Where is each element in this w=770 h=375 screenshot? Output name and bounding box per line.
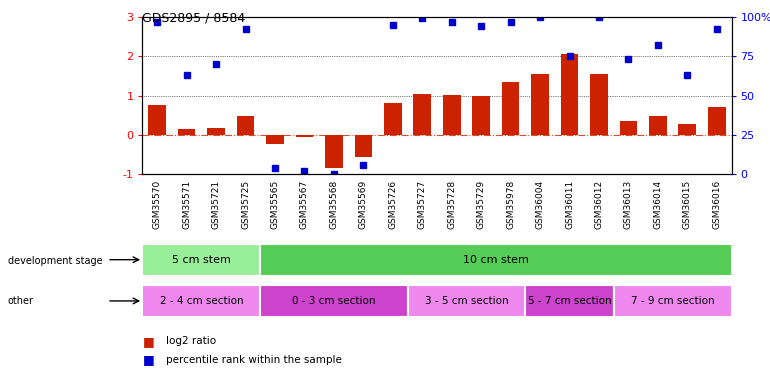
Text: 3 - 5 cm section: 3 - 5 cm section [424, 296, 508, 306]
Text: GSM35727: GSM35727 [418, 180, 427, 229]
Text: GSM35726: GSM35726 [388, 180, 397, 229]
Text: GSM35721: GSM35721 [212, 180, 220, 229]
Text: 5 - 7 cm section: 5 - 7 cm section [527, 296, 611, 306]
Bar [561, 54, 578, 135]
Text: GSM35568: GSM35568 [330, 180, 338, 229]
Bar [649, 116, 667, 135]
Text: GSM36016: GSM36016 [712, 180, 721, 229]
Bar [236, 116, 254, 135]
Bar [614, 285, 732, 317]
Text: other: other [8, 296, 34, 306]
Text: GSM35728: GSM35728 [447, 180, 456, 229]
Text: 7 - 9 cm section: 7 - 9 cm section [631, 296, 715, 306]
Text: GSM35729: GSM35729 [477, 180, 486, 229]
Text: ■: ■ [142, 335, 154, 348]
Bar [260, 285, 407, 317]
Text: GSM36013: GSM36013 [624, 180, 633, 229]
Bar [407, 285, 525, 317]
Text: ■: ■ [142, 354, 154, 366]
Bar [502, 82, 520, 135]
Bar [531, 74, 549, 135]
Bar [325, 135, 343, 168]
Bar [178, 129, 196, 135]
Bar [149, 105, 166, 135]
Bar [354, 135, 372, 157]
Bar [260, 244, 731, 276]
Bar [620, 121, 638, 135]
Text: GSM35571: GSM35571 [182, 180, 191, 229]
Text: 5 cm stem: 5 cm stem [172, 255, 231, 265]
Text: development stage: development stage [8, 256, 102, 266]
Bar [472, 96, 490, 135]
Bar [384, 103, 402, 135]
Text: GDS2895 / 8584: GDS2895 / 8584 [142, 11, 246, 24]
Bar [708, 106, 725, 135]
Text: GSM35565: GSM35565 [270, 180, 280, 229]
Text: log2 ratio: log2 ratio [166, 336, 216, 346]
Text: GSM36014: GSM36014 [654, 180, 662, 229]
Bar [413, 94, 431, 135]
Bar [296, 135, 313, 137]
Text: GSM35567: GSM35567 [300, 180, 309, 229]
Text: GSM36015: GSM36015 [683, 180, 691, 229]
Bar [207, 128, 225, 135]
Text: GSM35978: GSM35978 [506, 180, 515, 229]
Text: percentile rank within the sample: percentile rank within the sample [166, 355, 341, 365]
Bar [266, 135, 284, 144]
Bar [678, 124, 696, 135]
Bar [443, 95, 460, 135]
Text: GSM36012: GSM36012 [594, 180, 604, 229]
Text: GSM36004: GSM36004 [536, 180, 544, 229]
Text: 10 cm stem: 10 cm stem [463, 255, 529, 265]
Text: GSM35725: GSM35725 [241, 180, 250, 229]
Text: GSM35569: GSM35569 [359, 180, 368, 229]
Bar [590, 74, 608, 135]
Bar [142, 244, 260, 276]
Text: 0 - 3 cm section: 0 - 3 cm section [292, 296, 376, 306]
Text: GSM35570: GSM35570 [152, 180, 162, 229]
Bar [142, 285, 260, 317]
Bar [525, 285, 614, 317]
Text: GSM36011: GSM36011 [565, 180, 574, 229]
Text: 2 - 4 cm section: 2 - 4 cm section [159, 296, 243, 306]
